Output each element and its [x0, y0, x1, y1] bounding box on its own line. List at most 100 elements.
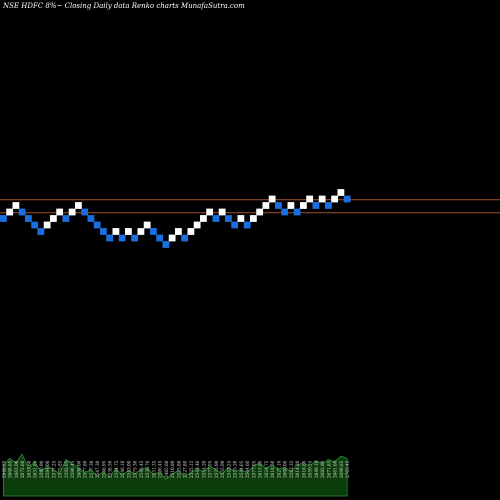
renko-brick-up: [200, 215, 207, 222]
renko-brick-up: [6, 208, 14, 216]
volume-label: 2577.30: [89, 460, 94, 478]
volume-label: 2592.95: [64, 460, 69, 478]
renko-brick-up: [112, 228, 120, 235]
renko-brick-up: [318, 195, 326, 203]
renko-brick-down: [25, 215, 32, 222]
volume-area-shape: [3, 453, 348, 497]
volume-label: 2699.85: [339, 460, 344, 478]
renko-brick-down: [150, 228, 157, 235]
volume-label: 2631.85: [33, 460, 38, 478]
volume-label: 2616.85: [301, 460, 306, 478]
renko-brick-down: [93, 221, 101, 229]
renko-brick-up: [337, 189, 345, 196]
volume-label: 2543.25: [226, 460, 231, 478]
volume-label: 2627.10: [276, 460, 281, 478]
volume-label: 2547.30: [95, 460, 100, 478]
volume-label: 2577.95: [251, 460, 256, 478]
renko-brick-up: [300, 202, 307, 209]
renko-brick-up: [43, 221, 51, 229]
volume-label: 2624.75: [264, 460, 269, 478]
renko-brick-up: [206, 208, 214, 216]
renko-brick-up: [268, 195, 276, 203]
volume-label: 2535.20: [233, 460, 238, 478]
volume-label: 2545.45: [139, 460, 144, 478]
renko-brick-down: [212, 215, 220, 222]
renko-brick-up: [250, 215, 257, 222]
volume-label: 2600.00: [283, 460, 288, 478]
volume-label: 2675.60: [20, 460, 25, 478]
volume-label: 2575.85: [58, 460, 63, 478]
renko-brick-down: [325, 202, 332, 209]
volume-label: 2615.85: [258, 460, 263, 478]
volume-label: 2526.45: [158, 460, 163, 478]
volume-label: 2546.95: [101, 460, 106, 478]
renko-brick-down: [162, 241, 170, 248]
volume-label: 2543.00: [126, 460, 131, 478]
renko-brick-down: [131, 234, 139, 242]
volume-label: 2577.95: [208, 460, 213, 478]
renko-brick-up: [168, 234, 176, 242]
volume-label: 2485.60: [164, 460, 169, 478]
renko-brick-down: [106, 234, 114, 242]
volume-label: 2546.10: [120, 460, 125, 478]
volume-label: 2653.60: [26, 460, 31, 478]
renko-brick-up: [237, 215, 245, 222]
volume-label: 2671.85: [326, 460, 331, 478]
renko-brick-down: [118, 234, 126, 242]
renko-brick-down: [312, 202, 320, 209]
renko-brick-down: [243, 221, 251, 229]
volume-label: 2525.80: [176, 460, 181, 478]
volume-label: 2543.40: [195, 460, 200, 478]
volume-label: 2661.60: [333, 460, 338, 478]
renko-brick-down: [62, 215, 70, 222]
volume-label: 2646.65: [1, 460, 6, 478]
volume-area: [3, 453, 348, 497]
volume-label: 2583.35: [289, 460, 294, 478]
renko-brick-up: [187, 228, 195, 235]
renko-brick-up: [193, 221, 201, 229]
volume-label: 2703.45: [345, 460, 350, 478]
volume-label: 2584.00: [45, 460, 50, 478]
renko-brick-up: [306, 195, 314, 203]
renko-brick-up: [50, 215, 57, 222]
volume-label: 2596.45: [70, 460, 75, 478]
volume-label: 2668.65: [8, 460, 13, 478]
renko-brick-down: [281, 208, 289, 216]
renko-brick-up: [75, 202, 82, 209]
volume-label: 2551.35: [151, 460, 156, 478]
renko-brick-up: [137, 228, 145, 235]
renko-brick-up: [56, 208, 64, 216]
renko-brick-down: [293, 208, 301, 216]
volume-label: 2590.90: [39, 460, 44, 478]
renko-brick-down: [156, 234, 164, 242]
renko-brick-up: [262, 202, 270, 209]
renko-brick-down: [225, 215, 232, 222]
renko-brick-down: [18, 208, 26, 216]
renko-brick-up: [175, 228, 182, 235]
volume-label: 2614.20: [295, 460, 300, 478]
volume-label: 2618.50: [270, 460, 275, 478]
renko-brick-down: [275, 202, 282, 209]
volume-label: 2577.80: [83, 460, 88, 478]
renko-brick-down: [231, 221, 239, 229]
renko-brick-up: [68, 208, 76, 216]
volume-label: 2544.05: [239, 460, 244, 478]
volume-label: 2663.00: [14, 460, 19, 478]
volume-label: 2555.90: [220, 460, 225, 478]
volume-label: 2536.70: [145, 460, 150, 478]
renko-brick-up: [143, 221, 151, 229]
volume-label: 2649.10: [314, 460, 319, 478]
volume-label: 2510.80: [170, 460, 175, 478]
volume-label: 2575.90: [214, 460, 219, 478]
volume-label: 2525.15: [189, 460, 194, 478]
chart-title: NSE HDFC 8%~ Closing Daily data Renko ch…: [2, 2, 245, 10]
renko-brick-up: [256, 208, 264, 216]
volume-label: 2527.80: [183, 460, 188, 478]
renko-bricks: [0, 189, 351, 248]
renko-brick-down: [37, 228, 45, 235]
renko-brick-down: [31, 221, 39, 229]
renko-brick-up: [125, 228, 132, 235]
renko-brick-down: [87, 215, 95, 222]
